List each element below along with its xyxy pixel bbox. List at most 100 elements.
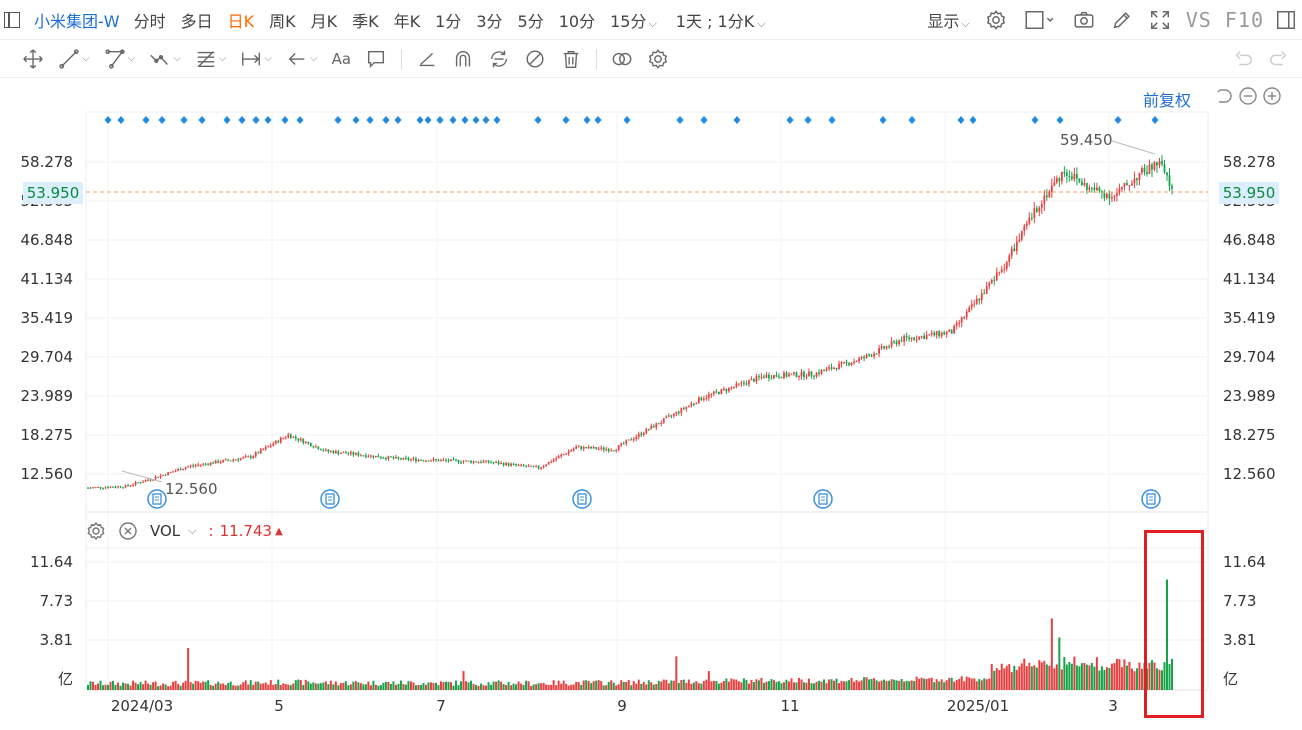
display-dropdown[interactable]: 显示 ⌵ [927,8,969,32]
volume-bar [294,680,297,690]
candle-body [427,460,430,462]
volume-bar [542,682,545,690]
candle-body [552,459,555,462]
volume-bar [1145,668,1148,690]
volume-bar [339,683,342,690]
signal-diamond-icon [461,116,469,124]
tab-7[interactable]: 1分 [435,11,462,31]
intraday-selector[interactable]: 1天 ; 1分K ⌵ [676,8,766,32]
volume-bar [1010,672,1013,690]
delete-tool[interactable] [560,48,582,70]
arrow-tool[interactable]: ⌵ [286,48,318,70]
text-tool[interactable]: Aa [332,50,351,68]
gear-icon[interactable] [984,8,1008,32]
volume-bar [898,680,901,690]
gear-icon[interactable] [86,521,106,541]
volume-bar [314,683,317,690]
volume-bar [99,680,102,690]
reset-icon[interactable] [1214,86,1234,106]
tab-5[interactable]: 季K [352,11,379,31]
vs-f10-button[interactable]: VS F10 [1185,8,1264,32]
square-shape-icon[interactable] [1022,8,1058,32]
undo-icon[interactable] [1232,48,1254,70]
volume-bar [417,685,420,690]
price-axis-label-right: 29.704 [1223,348,1276,366]
adjust-mode-button[interactable]: 前复权 [1143,91,1192,110]
kline-chart[interactable]: 58.27858.27852.56352.56346.84846.84841.1… [0,78,1302,730]
tab-10[interactable]: 10分 [558,11,596,31]
candle-body [272,443,275,446]
tab-4[interactable]: 月K [310,11,338,31]
fullscreen-icon[interactable] [1148,8,1172,32]
candle-body [497,462,500,464]
volume-bar [492,681,495,690]
camera-icon[interactable] [1072,8,1096,32]
volume-bar [717,683,720,690]
candle-body [527,466,530,468]
candle-body [465,460,467,462]
volume-indicator-name[interactable]: VOL [150,522,181,540]
price-axis-label-right: 46.848 [1223,231,1276,249]
channel-tool[interactable]: ⌵ [104,48,135,70]
tab-6[interactable]: 年K [393,11,421,31]
magnet-icon [455,50,471,66]
draw-settings-tool[interactable] [647,48,669,70]
volume-bar [970,678,973,690]
candle-body [329,451,332,453]
sync-tool[interactable] [488,48,510,70]
zoom-in-icon[interactable] [1262,86,1282,106]
volume-bar [632,681,635,690]
tab-11[interactable]: 15分 ⌵ [610,11,657,31]
tab-9[interactable]: 5分 [517,11,544,31]
candle-body [440,460,442,462]
tab-1[interactable]: 多日 [180,11,213,31]
comment-tool[interactable] [365,48,387,70]
volume-bar [612,682,615,690]
candle-body [965,311,968,318]
tab-3[interactable]: 周K [269,11,296,31]
zoom-out-icon[interactable] [1238,86,1258,106]
candle-body [743,382,745,384]
tab-8[interactable]: 3分 [476,11,503,31]
redo-icon[interactable] [1268,48,1290,70]
candle-body [437,459,440,462]
volume-bar [490,684,493,690]
tab-2[interactable]: 日K [227,11,255,31]
chevron-down-icon: ⌵ [173,53,181,64]
compare-tool[interactable] [611,48,633,70]
volume-bar [930,677,933,690]
signal-diamond-icon [594,116,602,124]
volume-bar [182,682,185,690]
chevron-down-icon[interactable]: ⌵ [188,524,197,537]
signal-diamond-icon [957,116,965,124]
volume-bar [517,681,520,690]
signal-diamond-icon [1056,116,1064,124]
measure-tool[interactable]: ⌵ [240,48,272,70]
candle-body [1030,217,1033,219]
candle-body [715,391,718,393]
magnet-tool[interactable] [452,48,474,70]
tab-0[interactable]: 分时 [133,11,166,31]
volume-bar [157,686,160,690]
wave-tool[interactable]: ⌵ [149,48,181,70]
volume-bar [1148,662,1151,690]
pencil-icon[interactable] [1110,8,1134,32]
volume-bar [199,682,202,690]
volume-bar [615,685,618,690]
fibonacci-tool[interactable]: ⌵ [195,48,226,70]
volume-bar [87,684,89,690]
move-tool[interactable] [22,48,44,70]
candle-body [660,422,663,424]
draw-pen-tool[interactable] [416,48,438,70]
candle-body [259,449,262,454]
candle-body [1090,187,1093,189]
panel-toggle-icon[interactable] [4,11,20,28]
event-badge-icon [320,489,340,509]
candle-body [672,413,675,416]
side-panel-icon[interactable] [1274,8,1298,32]
hide-drawings-tool[interactable] [524,48,546,70]
stock-name[interactable]: 小米集团-W [34,11,120,31]
candle-body [968,307,971,312]
line-tool[interactable]: ⌵ [58,48,90,70]
close-icon[interactable] [118,521,138,541]
